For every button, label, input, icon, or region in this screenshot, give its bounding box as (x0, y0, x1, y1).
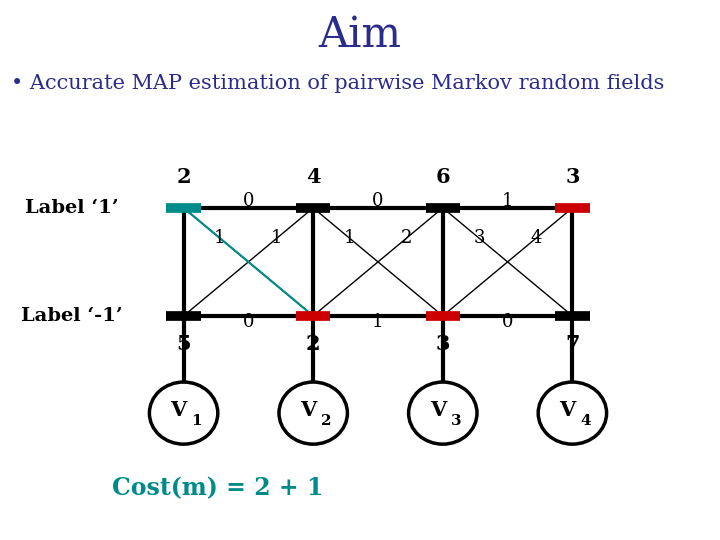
Text: 2: 2 (401, 228, 412, 247)
Text: 3: 3 (436, 334, 450, 354)
Text: 1: 1 (192, 414, 202, 428)
Text: 0: 0 (243, 192, 254, 211)
Text: 1: 1 (372, 313, 384, 332)
Text: 4: 4 (531, 228, 541, 247)
Text: 5: 5 (176, 334, 191, 354)
Text: 4: 4 (306, 166, 320, 187)
Text: 0: 0 (502, 313, 513, 332)
Text: 1: 1 (502, 192, 513, 211)
Text: 3: 3 (565, 166, 580, 187)
Text: 2: 2 (321, 414, 331, 428)
Text: Aim: Aim (318, 14, 402, 56)
Text: 3: 3 (473, 228, 485, 247)
Text: 0: 0 (372, 192, 384, 211)
Text: 1: 1 (214, 228, 225, 247)
Text: Cost(m) = 2 + 1: Cost(m) = 2 + 1 (112, 477, 323, 501)
Text: V: V (300, 400, 316, 420)
Text: 0: 0 (243, 313, 254, 332)
Text: 2: 2 (176, 166, 191, 187)
Text: V: V (559, 400, 575, 420)
Text: 1: 1 (343, 228, 355, 247)
Text: Label ‘-1’: Label ‘-1’ (21, 307, 123, 325)
Text: Label ‘1’: Label ‘1’ (25, 199, 119, 217)
Text: 1: 1 (271, 228, 283, 247)
Text: 6: 6 (436, 166, 450, 187)
Text: 2: 2 (306, 334, 320, 354)
Text: • Accurate MAP estimation of pairwise Markov random fields: • Accurate MAP estimation of pairwise Ma… (11, 74, 664, 93)
Text: 4: 4 (580, 414, 590, 428)
Text: V: V (430, 400, 446, 420)
Text: 7: 7 (565, 334, 580, 354)
Text: 3: 3 (451, 414, 461, 428)
Text: V: V (171, 400, 186, 420)
